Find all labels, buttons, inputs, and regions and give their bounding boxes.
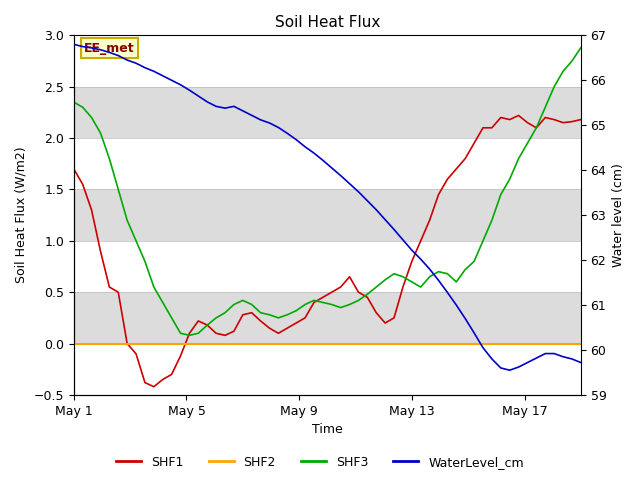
Title: Soil Heat Flux: Soil Heat Flux bbox=[275, 15, 380, 30]
Bar bbox=[74, 241, 581, 292]
Bar bbox=[74, 292, 581, 344]
Bar bbox=[74, 87, 581, 138]
Text: EE_met: EE_met bbox=[84, 41, 134, 55]
Bar bbox=[74, 138, 581, 190]
Y-axis label: Soil Heat Flux (W/m2): Soil Heat Flux (W/m2) bbox=[15, 147, 28, 284]
Bar bbox=[74, 36, 581, 87]
X-axis label: Time: Time bbox=[312, 423, 342, 436]
Bar bbox=[74, 190, 581, 241]
Y-axis label: Water level (cm): Water level (cm) bbox=[612, 163, 625, 267]
Bar bbox=[74, 344, 581, 395]
Legend: SHF1, SHF2, SHF3, WaterLevel_cm: SHF1, SHF2, SHF3, WaterLevel_cm bbox=[111, 451, 529, 474]
